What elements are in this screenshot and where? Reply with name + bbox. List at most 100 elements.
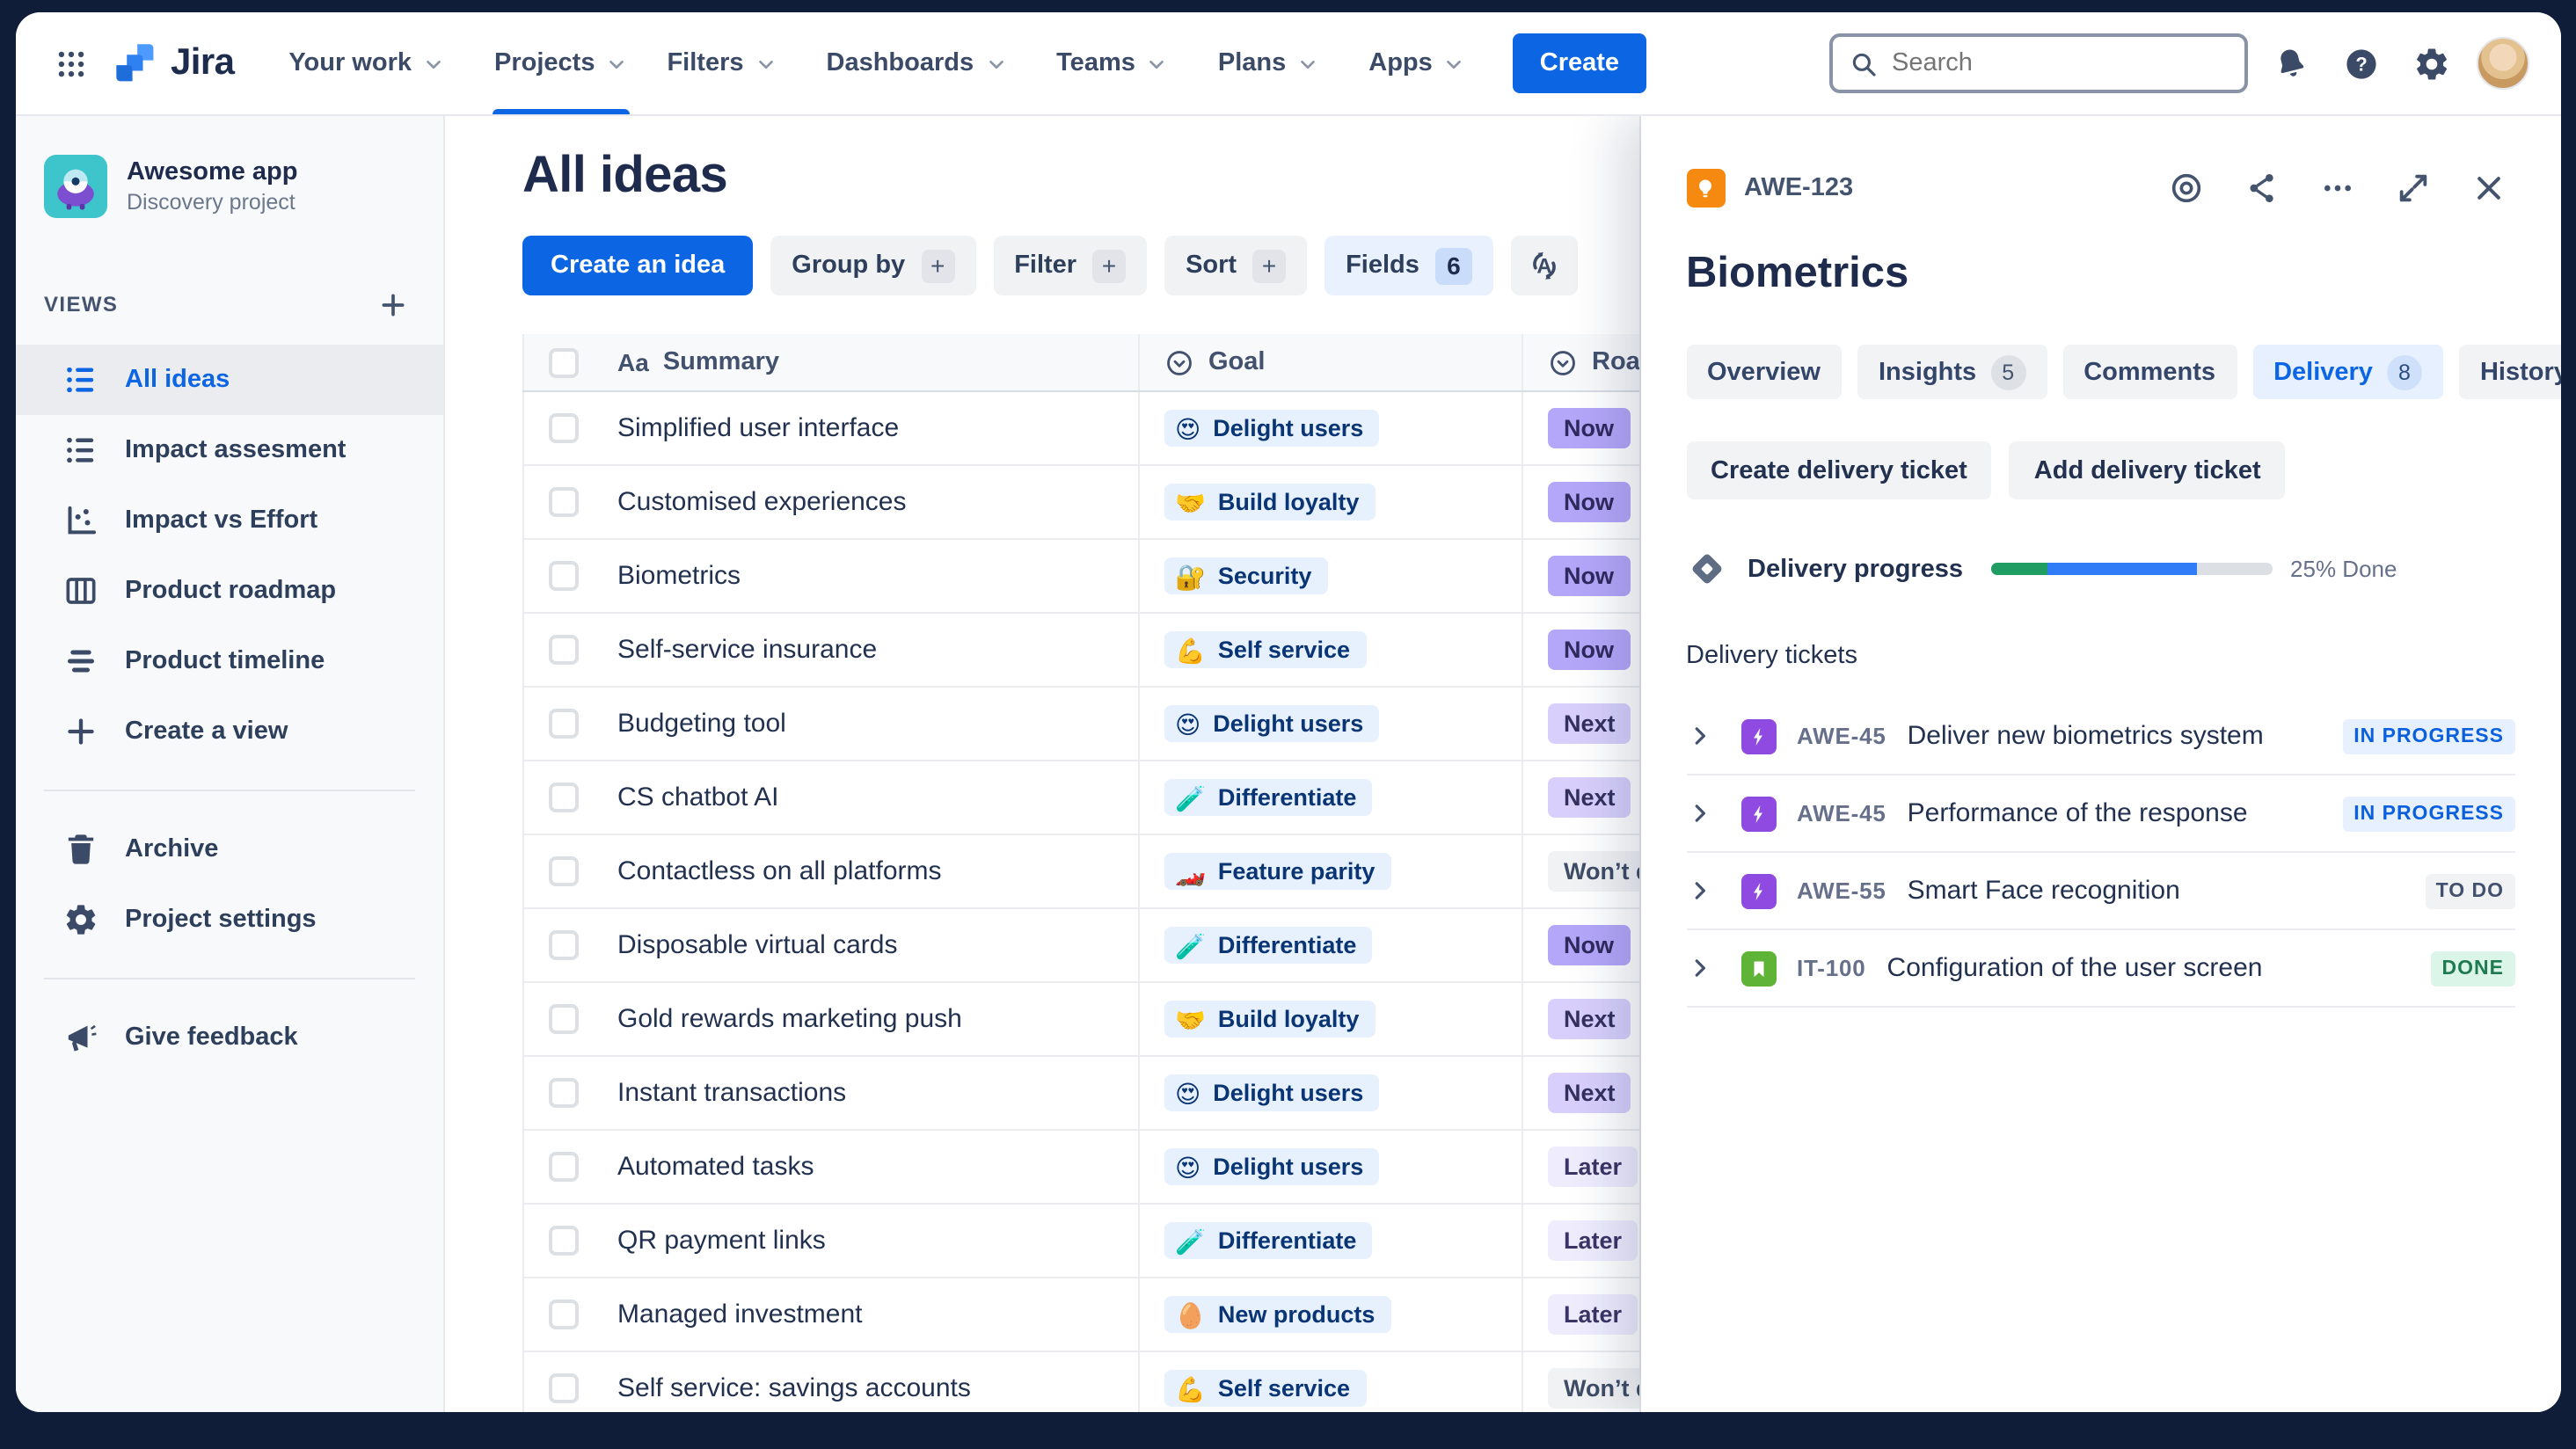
nav-item-dashboards[interactable]: Dashboards [807,12,1038,114]
tab-insights[interactable]: Insights 5 [1857,345,2047,399]
top-nav: Jira Your work Projects Filters Dashboar… [16,12,2560,116]
delivery-ticket-row[interactable]: AWE-45 Performance of the response IN PR… [1686,775,2514,853]
row-checkbox[interactable] [549,1300,579,1329]
group-by-button[interactable]: Group by + [770,236,976,295]
ticket-key: AWE-45 [1797,800,1886,826]
delivery-ticket-row[interactable]: IT-100 Configuration of the user screen … [1686,930,2514,1008]
expand-chevron-icon[interactable] [1686,955,1718,981]
idea-summary: CS chatbot AI [617,783,779,812]
search-icon [1848,48,1878,78]
row-checkbox[interactable] [549,1373,579,1403]
delivery-ticket-row[interactable]: AWE-55 Smart Face recognition TO DO [1686,853,2514,930]
row-checkbox[interactable] [549,413,579,443]
row-checkbox[interactable] [549,1152,579,1182]
row-checkbox[interactable] [549,856,579,886]
nav-item-your-work[interactable]: Your work [269,12,475,114]
ticket-key: AWE-55 [1797,877,1886,904]
add-view-icon[interactable] [369,281,415,327]
goal-pill: 🥚 New products [1164,1296,1391,1333]
plus-icon [62,714,100,749]
tab-history[interactable]: History [2458,345,2560,399]
sort-button[interactable]: Sort + [1164,236,1308,295]
progress-segment [2047,563,2197,575]
nav-item-teams[interactable]: Teams [1037,12,1199,114]
table-row[interactable]: Gold rewards marketing push 🤝 Build loya… [522,983,2070,1057]
sidebar-item-create-a-view[interactable]: Create a view [16,696,443,767]
issue-key[interactable]: AWE-123 [1744,174,1854,202]
jira-window: Jira Your work Projects Filters Dashboar… [16,12,2560,1412]
tab-overview[interactable]: Overview [1686,345,1842,399]
expand-chevron-icon[interactable] [1686,877,1718,904]
sidebar-item-product-roadmap[interactable]: Product roadmap [16,556,443,626]
summary-column-header[interactable]: Summary [662,348,779,376]
filter-label: Filter [1014,251,1077,280]
goal-pill: 😍 Delight users [1164,1148,1380,1185]
row-checkbox[interactable] [549,1226,579,1256]
chevron-down-icon [755,52,777,75]
help-icon[interactable] [2332,33,2391,93]
row-checkbox[interactable] [549,930,579,960]
create-delivery-ticket-button[interactable]: Create delivery ticket [1686,441,1992,499]
tab-comments[interactable]: Comments [2062,345,2237,399]
close-icon[interactable] [2462,162,2514,215]
row-checkbox[interactable] [549,635,579,665]
roadmap-pill: Later [1548,1294,1638,1335]
goal-emoji: 💪 [1175,636,1206,664]
roadmap-pill: Next [1548,999,1631,1039]
panel-header: AWE-123 [1686,162,2514,215]
bell-icon[interactable] [2261,33,2321,93]
expand-chevron-icon[interactable] [1686,800,1718,826]
ticket-key: AWE-45 [1797,723,1886,749]
more-icon[interactable] [2310,162,2363,215]
sidebar-item-project-settings[interactable]: Project settings [16,885,443,955]
sidebar-item-impact-assesment[interactable]: Impact assesment [16,415,443,485]
create-idea-button[interactable]: Create an idea [522,236,754,295]
app-switcher-button[interactable] [40,33,100,93]
sidebar-item-give-feedback[interactable]: Give feedback [16,1002,443,1073]
nav-item-apps[interactable]: Apps [1349,12,1496,114]
nav-item-filters[interactable]: Filters [647,12,806,114]
project-header[interactable]: Awesome app Discovery project [44,155,415,218]
goal-column-header[interactable]: Goal [1208,348,1266,376]
idea-type-icon [1686,169,1725,208]
user-avatar[interactable] [2476,37,2529,90]
expand-chevron-icon[interactable] [1686,723,1718,749]
nav-item-plans[interactable]: Plans [1199,12,1349,114]
add-delivery-ticket-button[interactable]: Add delivery ticket [2009,441,2286,499]
jira-logo[interactable]: Jira [114,41,235,85]
row-checkbox[interactable] [549,1004,579,1034]
expand-icon[interactable] [2386,162,2439,215]
sidebar-item-product-timeline[interactable]: Product timeline [16,626,443,696]
story-icon [1740,950,1776,986]
search-input[interactable] [1892,49,2228,77]
filter-button[interactable]: Filter + [993,236,1148,295]
chevron-down-icon [1146,52,1169,75]
delivery-ticket-row[interactable]: AWE-45 Deliver new biometrics system IN … [1686,698,2514,775]
idea-summary: Budgeting tool [617,709,786,739]
select-all-checkbox[interactable] [549,347,579,377]
jira-mark-icon [114,41,158,85]
fields-button[interactable]: Fields 6 [1324,236,1493,295]
roadmap-pill: Next [1548,703,1631,744]
row-checkbox[interactable] [549,561,579,591]
goal-pill: 🔐 Security [1164,557,1328,594]
row-checkbox[interactable] [549,1078,579,1108]
chevron-down-icon [605,52,628,75]
tab-delivery[interactable]: Delivery 8 [2252,345,2443,399]
sidebar-item-impact-vs-effort[interactable]: Impact vs Effort [16,485,443,556]
search-box[interactable] [1828,33,2247,93]
create-button[interactable]: Create [1513,33,1646,93]
gear-icon[interactable] [2402,33,2462,93]
nav-item-projects[interactable]: Projects [475,12,647,114]
watch-icon[interactable] [2159,162,2212,215]
sidebar-item-all-ideas[interactable]: All ideas [16,345,443,415]
row-checkbox[interactable] [549,487,579,517]
share-icon[interactable] [2235,162,2288,215]
goal-pill: 🏎️ Feature parity [1164,853,1391,890]
ticket-key: IT-100 [1797,955,1866,981]
sidebar-item-archive[interactable]: Archive [16,814,443,885]
roadmap-pill: Later [1548,1220,1638,1261]
row-checkbox[interactable] [549,709,579,739]
rank-button[interactable] [1510,236,1578,295]
row-checkbox[interactable] [549,783,579,812]
